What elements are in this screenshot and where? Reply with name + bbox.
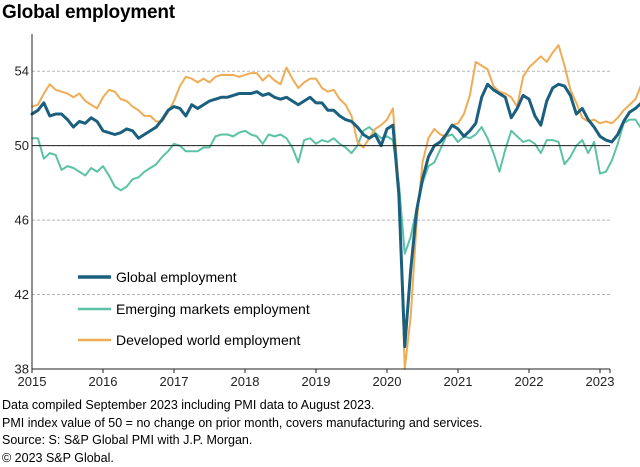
x-tick-label: 2022 [515,374,544,389]
y-tick-label: 38 [15,362,29,377]
series-line-global-employment [30,82,640,349]
x-tick-label: 2023 [586,374,615,389]
series-line-developed-world-employment [31,44,640,370]
note-pmi-definition: PMI index value of 50 = no change on pri… [2,415,483,430]
x-tick-label: 2015 [18,374,47,389]
legend: Global employment Emerging markets employ… [78,269,310,348]
x-tick-label: 2017 [160,374,189,389]
gridlines [32,70,610,296]
y-tick-label: 46 [15,213,29,228]
x-tick-label: 2016 [89,374,118,389]
x-tick-label: 2021 [444,374,473,389]
legend-label-global-employment: Global employment [116,269,237,285]
y-tick-label: 42 [15,287,29,302]
series-line-emerging-markets-employment [31,118,640,255]
series-lines [30,44,640,370]
note-copyright: © 2023 S&P Global. [2,450,114,465]
y-tick-label: 54 [15,64,29,79]
x-tick-label: 2019 [302,374,331,389]
y-tick-label: 50 [15,138,29,153]
x-tick-label: 2020 [373,374,402,389]
chart-title: Global employment [2,2,175,23]
legend-label-emerging-markets-employment: Emerging markets employment [116,301,310,317]
axes: 38 42 46 50 54 2015 2016 2017 2018 2019 2020 2021 20… [15,34,615,389]
legend-label-developed-world-employment: Developed world employment [116,332,301,348]
note-data-compiled: Data compiled September 2023 including P… [2,398,375,412]
line-chart: 38 42 46 50 54 2015 2016 2017 2018 2019 2020 2021 20… [15,34,640,389]
note-source: Source: S: S&P Global PMI with J.P. Morg… [2,433,253,447]
chart-notes: Data compiled September 2023 including P… [2,397,482,467]
x-tick-label: 2018 [231,374,260,389]
